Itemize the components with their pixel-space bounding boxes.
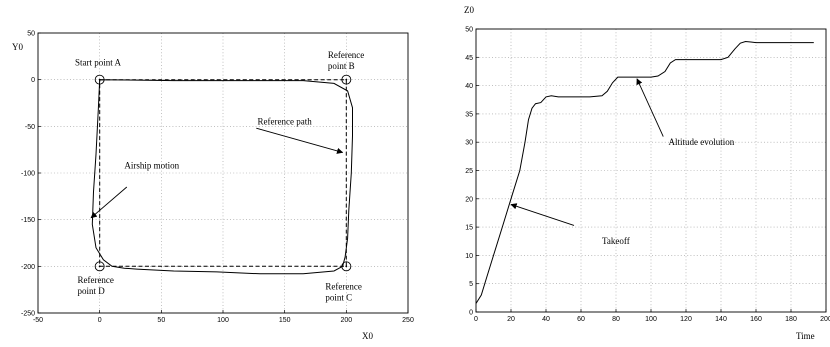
annotation-label: Reference point C bbox=[325, 282, 361, 303]
grid bbox=[38, 33, 408, 313]
y-tick-label: 20 bbox=[465, 196, 473, 203]
y-tick-label: 40 bbox=[465, 83, 473, 90]
reference-markers bbox=[94, 74, 352, 272]
y-tick-label: -250 bbox=[21, 311, 35, 318]
x-tick-label: -50 bbox=[33, 317, 43, 324]
annotation-label: Start point A bbox=[75, 58, 122, 68]
x-tick-label: 160 bbox=[750, 316, 762, 323]
airship-motion-line bbox=[91, 79, 353, 275]
series-lines bbox=[91, 79, 353, 275]
x-tick-label: 140 bbox=[715, 316, 727, 323]
x-tick-label: 250 bbox=[402, 317, 414, 324]
y-tick-label: 30 bbox=[465, 140, 473, 147]
annotation-label: Reference point B bbox=[328, 50, 364, 71]
annotations: Altitude evolution Takeoff bbox=[602, 137, 735, 246]
x-tick-label: 60 bbox=[577, 316, 585, 323]
annotation-arrow bbox=[510, 203, 575, 226]
annotation-label: Reference path bbox=[258, 116, 313, 126]
annotation-label: Reference point D bbox=[77, 275, 113, 296]
y-tick-label: -100 bbox=[21, 171, 35, 178]
altitude-chart: 0 20 40 60 80 100 120 140 160 180 200 0 5 10 15 20 25 30 3… bbox=[464, 5, 830, 341]
tick-labels: 0 20 40 60 80 100 120 140 160 180 200 0 5 10 15 20 25 30 3… bbox=[465, 27, 830, 324]
altitude-line bbox=[475, 40, 814, 304]
y-axis-label: Z0 bbox=[464, 5, 474, 15]
x-tick-label: 120 bbox=[680, 316, 692, 323]
y-tick-label: 50 bbox=[27, 31, 35, 38]
x-tick-label: 150 bbox=[279, 317, 291, 324]
y-tick-label: 0 bbox=[31, 77, 35, 84]
annotations: Start point A Reference point B Reference p… bbox=[75, 50, 364, 302]
reference-path-line bbox=[99, 79, 347, 267]
x-axis-label: X0 bbox=[362, 331, 373, 341]
reference-point-dot bbox=[345, 265, 348, 268]
y-tick-label: 5 bbox=[469, 281, 473, 288]
y-tick-label: 15 bbox=[465, 225, 473, 232]
y-tick-label: 0 bbox=[469, 310, 473, 317]
grid bbox=[476, 29, 826, 312]
y-tick-label: 35 bbox=[465, 111, 473, 118]
annotation-label: Altitude evolution bbox=[669, 137, 735, 147]
reference-point-dot bbox=[98, 78, 101, 81]
reference-point-dot bbox=[98, 265, 101, 268]
tick-labels: -50 0 50 100 150 200 250 50 0 -50 -100 -150 -200 -250 bbox=[21, 31, 414, 325]
reference-point-marker bbox=[94, 261, 105, 272]
reference-point-marker bbox=[341, 74, 352, 85]
x-tick-label: 200 bbox=[820, 316, 830, 323]
reference-point-dot bbox=[345, 78, 348, 81]
x-tick-label: 200 bbox=[340, 317, 352, 324]
trajectory-chart: -50 0 50 100 150 200 250 50 0 -50 -100 -150 -200 -250… bbox=[12, 31, 414, 342]
x-axis-label: Time bbox=[796, 331, 815, 341]
x-tick-label: 50 bbox=[157, 317, 165, 324]
x-tick-label: 180 bbox=[785, 316, 797, 323]
annotation-label: Takeoff bbox=[602, 236, 630, 246]
annotation-arrow bbox=[636, 78, 664, 137]
x-tick-label: 20 bbox=[507, 316, 515, 323]
reference-point-marker bbox=[341, 261, 352, 272]
x-tick-label: 40 bbox=[542, 316, 550, 323]
x-tick-label: 0 bbox=[474, 316, 478, 323]
annotation-arrows bbox=[90, 127, 344, 219]
x-tick-label: 0 bbox=[98, 317, 102, 324]
annotation-label: Airship motion bbox=[124, 160, 179, 170]
x-tick-label: 100 bbox=[217, 317, 229, 324]
y-tick-label: -200 bbox=[21, 264, 35, 271]
y-tick-label: 50 bbox=[465, 27, 473, 34]
annotation-arrows bbox=[510, 78, 664, 226]
y-tick-label: 25 bbox=[465, 168, 473, 175]
reference-point-marker bbox=[94, 74, 105, 85]
x-tick-label: 80 bbox=[612, 316, 620, 323]
y-axis-label: Y0 bbox=[12, 42, 23, 52]
x-tick-label: 100 bbox=[645, 316, 657, 323]
annotation-arrow bbox=[90, 186, 128, 219]
y-tick-label: -150 bbox=[21, 217, 35, 224]
y-tick-label: 10 bbox=[465, 253, 473, 260]
annotation-arrow bbox=[256, 127, 344, 154]
series-lines bbox=[475, 40, 814, 304]
y-tick-label: -50 bbox=[25, 124, 35, 131]
y-tick-label: 45 bbox=[465, 55, 473, 62]
